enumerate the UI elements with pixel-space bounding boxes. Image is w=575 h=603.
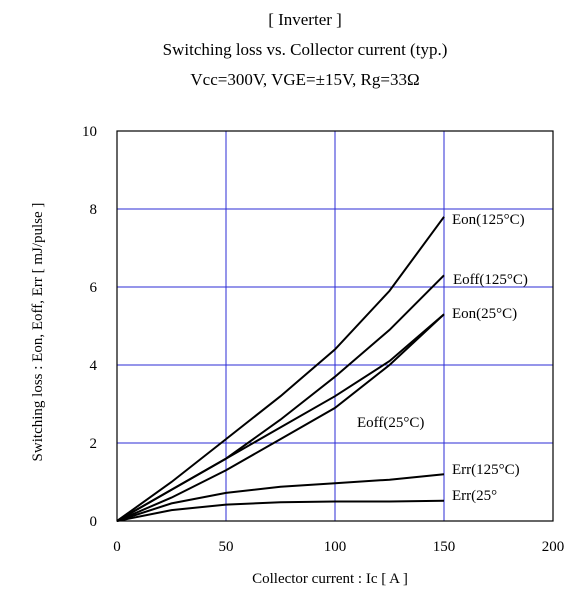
y-tick-label: 6 [90,280,98,296]
series-label-eon-25: Eon(25°C) [452,306,517,322]
y-tick-label: 8 [90,202,98,218]
grid-lines [117,131,553,521]
chart-title-line-3: Vcc=300V, VGE=±15V, Rg=33Ω [190,70,419,89]
x-tick-label: 0 [113,539,121,555]
series-label-eoff-125: Eoff(125°C) [453,272,528,288]
series-line-1 [116,216,445,522]
plot-frame [116,130,554,522]
y-tick-label: 10 [82,124,97,140]
x-tick-label: 200 [542,539,565,555]
x-tick-labels: 0 50 100 150 200 [113,539,564,555]
y-tick-label: 4 [90,358,98,374]
x-tick-label: 50 [219,539,234,555]
y-tick-label: 2 [90,436,98,452]
series-line-6 [116,499,445,522]
y-axis-label: Switching loss : Eon, Eoff, Err [ mJ/pul… [30,203,46,462]
series-line-2 [116,274,445,522]
chart-title-line-2: Switching loss vs. Collector current (ty… [163,40,448,59]
y-tick-label: 0 [90,514,98,530]
series-line-5 [116,473,445,522]
chart-title-line-1: [ Inverter ] [268,10,342,29]
series-line-4 [116,313,445,522]
series-label-eoff-25: Eoff(25°C) [357,415,424,431]
x-axis-label: Collector current : Ic [ A ] [252,571,408,587]
series-line-3 [116,313,445,522]
x-tick-label: 150 [433,539,456,555]
series-label-eon-125: Eon(125°C) [452,212,525,228]
x-tick-label: 100 [324,539,347,555]
series-label-err-25: Err(25° [452,488,497,504]
series-lines [116,216,445,522]
y-tick-labels: 0 2 4 6 8 10 [82,124,98,530]
series-label-err-125: Err(125°C) [452,462,520,478]
